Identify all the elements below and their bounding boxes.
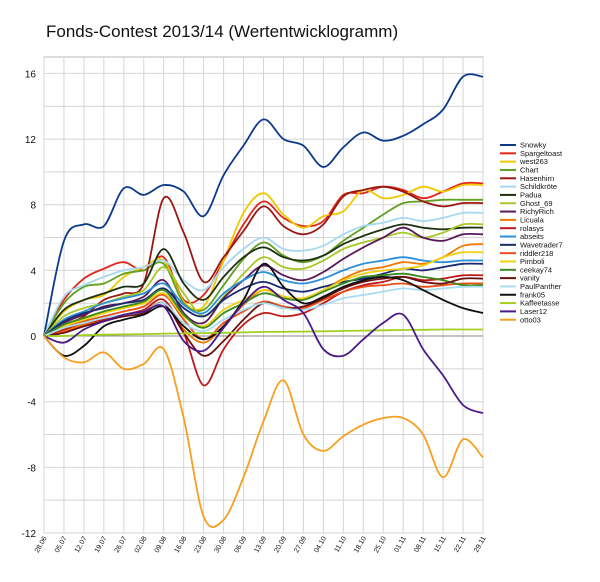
legend-label: Ghost_69 [520, 199, 553, 208]
x-tick-label: 27.09 [293, 535, 308, 554]
x-tick-label: 08.11 [413, 535, 428, 553]
x-tick-label: 13.09 [253, 535, 268, 554]
x-tick-label: 29.11 [473, 535, 488, 553]
y-tick-label: 8 [30, 201, 36, 212]
series-line-ceekay74 [43, 272, 484, 337]
series-line-Pimboli [43, 251, 484, 337]
legend-label: PaulPanther [520, 282, 562, 291]
series-line-west263 [43, 183, 484, 337]
y-tick-label: -12 [22, 529, 37, 540]
x-tick-label: 04.10 [313, 535, 328, 554]
x-tick-label: 12.07 [74, 535, 89, 554]
legend-label: Schildkröte [520, 182, 557, 191]
x-tick-label: 09.08 [154, 535, 169, 554]
y-axis: -12 -8 -4 0 4 8 12 16 [22, 69, 37, 540]
legend-label: Spargeltoast [520, 149, 563, 158]
y-tick-label: 4 [30, 266, 36, 277]
x-tick-label: 25.10 [373, 535, 388, 554]
series-line-Chart [43, 198, 483, 337]
y-tick-label: 12 [25, 135, 37, 146]
legend-label: Laser12 [520, 307, 547, 316]
series-line-Snowky [43, 73, 484, 337]
x-tick-label: 01.11 [393, 535, 408, 553]
legend-label: vanity [520, 274, 540, 283]
legend-label: Hasenhirn [520, 174, 554, 183]
legend-label: Padua [520, 191, 543, 200]
x-tick-label: 15.11 [433, 535, 448, 553]
x-axis: 28.06 05.07 12.07 19.07 26.07 02.08 09.08 16.08… [34, 535, 488, 554]
legend-label: rolasys [520, 224, 544, 233]
x-tick-label: 16.08 [174, 535, 189, 554]
legend-label: Wavetrader7 [520, 240, 563, 249]
series-line-abseits [43, 256, 484, 337]
x-tick-label: 28.06 [34, 535, 49, 554]
series-line-Laser12 [43, 285, 484, 415]
series-line-Padua [43, 223, 484, 337]
y-tick-label: -8 [27, 463, 36, 474]
x-tick-label: 06.09 [233, 535, 248, 554]
series-line-Kaffeetasse [43, 328, 483, 337]
series-line-Schildkröte [43, 211, 484, 337]
legend-label: frank05 [520, 290, 545, 299]
legend-label: ceekay74 [520, 265, 552, 274]
legend-label: Pimboli [520, 257, 545, 266]
legend-label: riddler218 [520, 249, 553, 258]
legend-label: Kaffeetasse [520, 299, 559, 308]
legend-label: abseits [520, 232, 544, 241]
legend-label: Licuala [520, 215, 545, 224]
legend-label: RichyRich [520, 207, 554, 216]
x-tick-label: 30.08 [213, 535, 228, 554]
legend-label: otto03 [520, 315, 541, 324]
series-line-Ghost_69 [43, 222, 484, 337]
series-line-frank05 [43, 262, 484, 357]
legend-label: Chart [520, 166, 539, 175]
x-tick-label: 26.07 [114, 535, 129, 554]
series-line-otto03 [43, 335, 484, 528]
legend-label: Snowky [520, 141, 547, 150]
x-tick-label: 23.08 [194, 535, 209, 554]
x-tick-label: 18.10 [353, 535, 368, 554]
x-tick-label: 20.09 [273, 535, 288, 554]
x-tick-label: 11.10 [333, 535, 348, 553]
x-tick-label: 19.07 [94, 535, 109, 554]
y-tick-label: 0 [30, 332, 36, 343]
legend: SnowkySpargeltoastwest263ChartHasenhirnS… [500, 141, 563, 324]
x-tick-label: 22.11 [453, 535, 468, 553]
series-lines [43, 73, 484, 528]
x-tick-label: 05.07 [54, 535, 69, 554]
series-line-Hasenhirn [43, 185, 484, 337]
y-tick-label: 16 [25, 69, 37, 80]
y-tick-label: -4 [27, 398, 36, 409]
legend-label: west263 [519, 157, 548, 166]
chart-title: Fonds-Contest 2013/14 (Wertentwicklogram… [46, 22, 399, 41]
series-line-riddler218 [43, 282, 484, 341]
x-tick-label: 02.08 [134, 535, 149, 554]
